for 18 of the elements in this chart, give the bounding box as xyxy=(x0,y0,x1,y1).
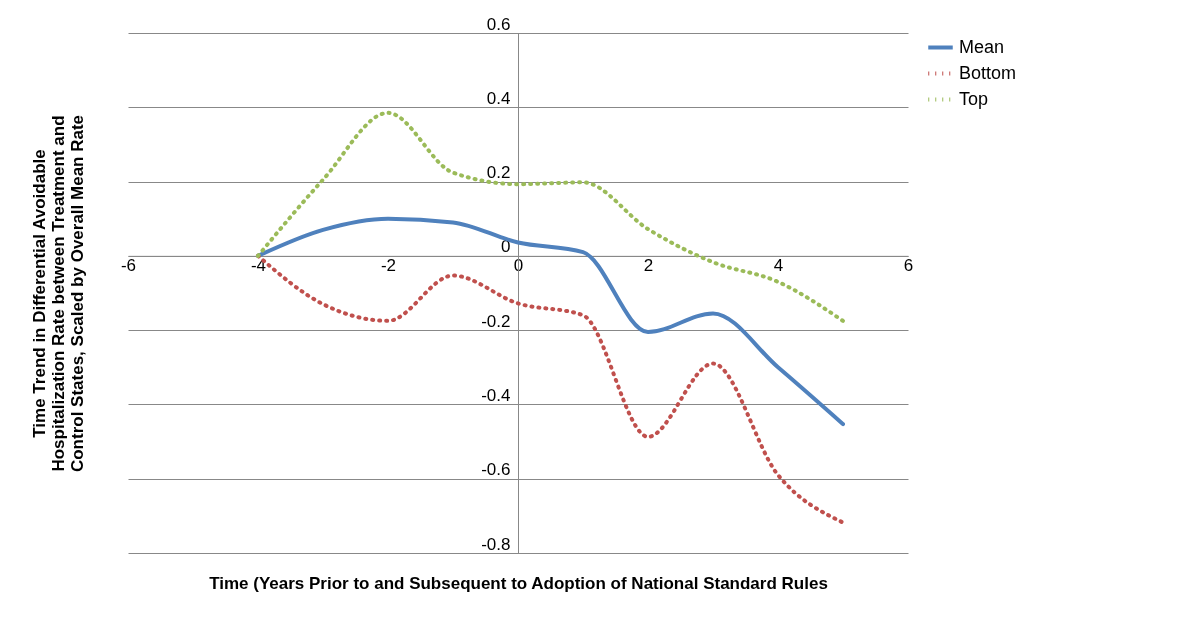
y-tick-label: 0.2 xyxy=(486,163,511,183)
legend-label: Mean xyxy=(959,36,1005,57)
x-tick-label: 6 xyxy=(903,256,914,276)
y-tick-label: 0.6 xyxy=(486,14,511,34)
x-tick-label: 2 xyxy=(643,256,654,276)
y-axis-title: Time Trend in Differential Avoidable Hospitalization Rate between Treatment and Control States, Scaled by Overall Mean Rate xyxy=(29,114,87,473)
y-tick-label: 0 xyxy=(501,237,511,257)
x-tick-label: -6 xyxy=(120,256,137,276)
legend-label: Bottom xyxy=(959,62,1017,83)
legend-label: Top xyxy=(959,88,989,109)
y-tick-label: -0.6 xyxy=(481,460,511,480)
y-tick-label: 0.4 xyxy=(486,88,511,108)
y-tick-label: -0.8 xyxy=(481,534,511,554)
x-tick-label: 4 xyxy=(773,256,784,276)
x-tick-label: -2 xyxy=(380,256,397,276)
y-tick-label: -0.2 xyxy=(481,311,511,331)
y-tick-label: -0.4 xyxy=(481,385,511,405)
x-axis-title: Time (Years Prior to and Subsequent to Adoption of National Standard Rules xyxy=(209,573,828,593)
